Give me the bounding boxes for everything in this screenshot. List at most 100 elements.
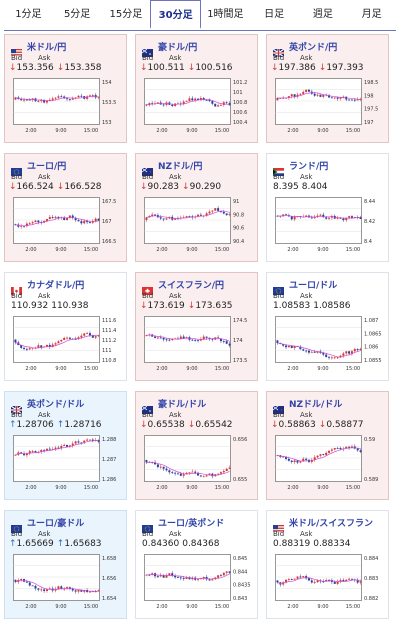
bid-label: Bid: [142, 173, 154, 181]
arrow-down-icon: ↓: [140, 182, 148, 192]
rate-card[interactable]: スイスフラン/円 Bid Ask ↓173.619 ↓173.635 174.5 174 17…: [135, 272, 258, 381]
ask-label: Ask: [300, 411, 313, 419]
bid-ask-values: ↓197.386 ↓197.393: [271, 63, 364, 73]
card-header: 英ポンド/円: [272, 39, 337, 58]
bid-label: Bid: [273, 530, 285, 538]
mini-chart: 0.884 0.883 0.882 2:00 9:00 15:00: [275, 554, 378, 610]
bid-ask-labels: Bid Ask: [11, 530, 51, 538]
bid-ask-values: 1.08583 1.08586: [271, 301, 350, 311]
rate-card[interactable]: ユーロ/円 Bid Ask ↓166.524 ↓166.528 167.5 167 166.5…: [4, 153, 127, 262]
bid-ask-labels: Bid Ask: [273, 411, 313, 419]
mini-chart: 1.658 1.656 1.654 2:00 9:00 15:00: [13, 554, 116, 610]
x-tick-label: 9:00: [55, 366, 66, 372]
pair-name: 英ポンド/ドル: [27, 399, 85, 410]
x-tick-label: 2:00: [25, 247, 36, 253]
bid-ask-labels: Bid Ask: [11, 411, 51, 419]
rate-card[interactable]: ユーロ/豪ドル Bid Ask ↑1.65669 ↑1.65683 1.658 1.656 1…: [4, 510, 127, 619]
rate-card[interactable]: 豪ドル/円 Bid Ask ↓100.511 ↓100.516 101.2 101 100.8…: [135, 34, 258, 143]
tab-1[interactable]: 5分足: [63, 9, 91, 20]
arrow-up-icon: ↑: [9, 539, 17, 549]
y-tick-label: 166.5: [102, 239, 116, 245]
x-tick-label: 15:00: [215, 128, 229, 134]
bid-ask-values: ↓100.511 ↓100.516: [140, 63, 233, 73]
rate-card[interactable]: 英ポンド/ドル Bid Ask ↑1.28706 ↑1.28716 1.288 1.287 1…: [4, 391, 127, 500]
tab-5[interactable]: 日足: [264, 9, 285, 20]
flag-icon: [11, 280, 22, 295]
y-tick-label: 90.8: [233, 212, 244, 218]
arrow-down-icon: ↓: [140, 420, 148, 430]
tab-2[interactable]: 15分足: [109, 9, 143, 20]
x-tick-label: 2:00: [287, 128, 298, 134]
flag-icon: [272, 42, 285, 58]
x-tick-label: 15:00: [84, 604, 98, 610]
arrow-down-icon: ↓: [140, 301, 148, 311]
y-tick-label: 101: [233, 90, 243, 96]
x-tick-label: 2:00: [156, 247, 167, 253]
y-tick-label: 111.2: [102, 338, 116, 344]
rate-card[interactable]: ランド/円 Bid Ask 8.395 8.404 8.44 8.42 8.4 2:00 9:00…: [266, 153, 389, 262]
rate-card[interactable]: ユーロ/ドル Bid Ask 1.08583 1.08586 1.087 1.0865 1.0…: [266, 272, 389, 381]
rate-card[interactable]: ユーロ/英ポンド Bid Ask 0.84360 0.84368 0.845 0.844 0.…: [135, 510, 258, 619]
x-tick-label: 9:00: [55, 247, 66, 253]
y-tick-label: 0.59: [364, 437, 375, 443]
rate-card[interactable]: 豪ドル/ドル Bid Ask ↓0.65538 ↓0.65542 0.656 0.655 2:…: [135, 391, 258, 500]
bid-label: Bid: [273, 292, 285, 300]
bid-ask-values: ↓90.283 ↓90.290: [140, 182, 221, 192]
arrow-down-icon: ↓: [318, 420, 327, 430]
rate-card[interactable]: 米ドル/円 Bid Ask ↓153.356 ↓153.358 154 153.5 153 2:…: [4, 34, 127, 143]
x-tick-label: 9:00: [317, 366, 328, 372]
rate-card[interactable]: 英ポンド/円 Bid Ask ↓197.386 ↓197.393 198.5 198 197.…: [266, 34, 389, 143]
bid-value: 197.386: [278, 63, 316, 73]
x-tick-label: 15:00: [215, 247, 229, 253]
tab-3[interactable]: 30分足: [150, 0, 201, 29]
x-tick-label: 15:00: [84, 485, 98, 491]
mini-chart: 0.59 0.589 2:00 9:00 15:00: [275, 435, 378, 491]
rate-card[interactable]: NZドル/ドル Bid Ask ↓0.58863 ↓0.58877 0.59 0.589 2:…: [266, 391, 389, 500]
ask-value: 197.393: [326, 63, 364, 73]
tab-7[interactable]: 月足: [361, 9, 382, 20]
x-tick-label: 2:00: [287, 366, 298, 372]
arrow-up-icon: ↑: [9, 420, 17, 430]
x-tick-label: 9:00: [186, 485, 197, 491]
tab-0[interactable]: 1分足: [15, 9, 42, 20]
x-tick-label: 9:00: [186, 604, 197, 610]
y-tick-label: 90.6: [233, 226, 244, 232]
ask-value: 166.528: [64, 182, 102, 192]
card-header: NZドル/ドル: [272, 396, 342, 414]
bid-ask-labels: Bid Ask: [273, 292, 313, 300]
arrow-down-icon: ↓: [187, 301, 196, 311]
bid-ask-labels: Bid Ask: [273, 530, 313, 538]
y-tick-label: 8.42: [364, 219, 375, 225]
pair-name: 豪ドル/ドル: [158, 399, 207, 410]
arrow-down-icon: ↓: [182, 182, 190, 192]
tab-6[interactable]: 週足: [312, 9, 333, 20]
bid-label: Bid: [11, 173, 23, 181]
bid-label: Bid: [142, 292, 154, 300]
flag-icon: [10, 399, 23, 415]
card-header: ユーロ/ドル: [273, 277, 337, 295]
timeframe-tabs: 1分足 5分足 15分足 30分足 1時間足 日足 週足 月足: [4, 0, 396, 31]
bid-label: Bid: [142, 411, 154, 419]
rate-card[interactable]: カナダドル/円 Bid Ask 110.932 110.938 111.6 111.4 111…: [4, 272, 127, 381]
bid-ask-labels: Bid Ask: [273, 54, 313, 62]
rate-card[interactable]: 米ドル/スイスフラン Bid Ask 0.88319 0.88334 0.884 0.883…: [266, 510, 389, 619]
mini-chart: 111.6 111.4 111.2 111 110.8 2:00 9:00 15:00: [13, 316, 116, 372]
pair-name: ランド/円: [289, 161, 329, 172]
y-tick-label: 90.4: [233, 239, 244, 245]
y-tick-label: 153.5: [102, 100, 116, 106]
flag-icon: [273, 280, 284, 295]
x-tick-label: 9:00: [55, 485, 66, 491]
x-tick-label: 15:00: [346, 247, 360, 253]
ask-label: Ask: [169, 530, 182, 538]
bid-value: 153.356: [16, 63, 54, 73]
mini-chart: 101.2 101 100.8 100.6 100.4 2:00 9:00 15:00: [144, 78, 247, 134]
y-tick-label: 111: [102, 348, 112, 354]
bid-ask-labels: Bid Ask: [142, 530, 182, 538]
y-tick-label: 1.658: [102, 556, 116, 562]
tab-4[interactable]: 1時間足: [207, 9, 244, 20]
rate-card[interactable]: NZドル/円 Bid Ask ↓90.283 ↓90.290 91 90.8 90.6 90.4…: [135, 153, 258, 262]
card-header: ユーロ/豪ドル: [11, 515, 84, 533]
ask-label: Ask: [300, 173, 313, 181]
y-tick-label: 8.4: [364, 239, 372, 245]
x-tick-label: 15:00: [215, 604, 229, 610]
